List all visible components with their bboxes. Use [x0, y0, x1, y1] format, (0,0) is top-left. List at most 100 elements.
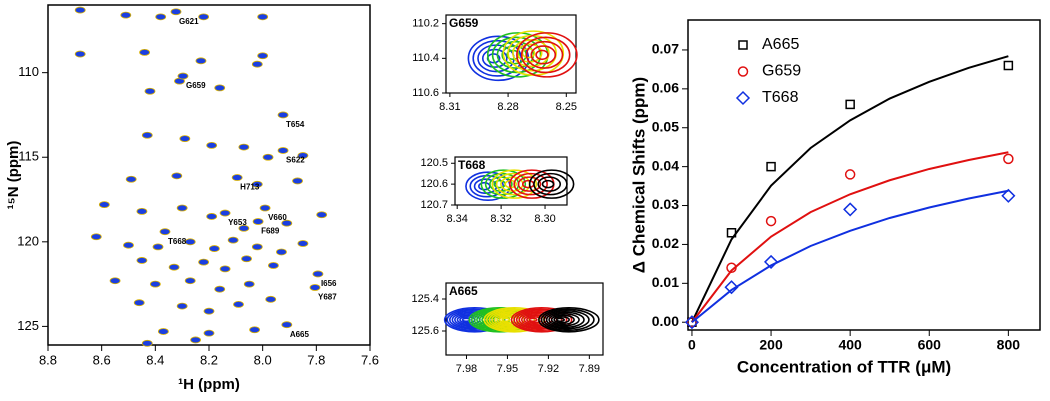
x-tick-label: 8.4: [146, 352, 164, 367]
contour-ring: [513, 172, 548, 196]
data-point: [1001, 188, 1016, 203]
peak-label: S622: [286, 156, 305, 165]
contour-ring: [528, 169, 575, 199]
data-point: [686, 316, 698, 328]
contour-ring: [543, 309, 590, 330]
data-point: [1003, 153, 1014, 165]
x-tick-label: 200: [759, 337, 783, 353]
contour-ring: [530, 45, 557, 65]
y-tick-label: 110.6: [412, 87, 439, 99]
y-tick-label: 125.4: [411, 293, 439, 305]
contour-ring: [520, 36, 571, 74]
contour-ring: [535, 49, 549, 61]
y-tick-label: 120.6: [420, 178, 448, 190]
inset-title: G659: [449, 16, 479, 30]
legend-marker: [737, 66, 749, 77]
legend-marker: [738, 40, 748, 50]
y-tick-label: 0.02: [652, 235, 679, 251]
labeled-peak: [277, 111, 289, 119]
x-tick-label: 0: [688, 337, 696, 353]
peak: [219, 265, 231, 273]
y-tick-label: 115: [18, 149, 39, 164]
peak: [98, 201, 110, 209]
contour-ring: [528, 317, 538, 323]
peak: [276, 248, 287, 256]
peak: [149, 280, 161, 288]
peak: [238, 224, 250, 232]
contour-ring: [491, 36, 542, 74]
peak-label: G659: [186, 81, 206, 90]
peak: [214, 84, 226, 92]
contour-ring: [516, 32, 578, 78]
peak: [292, 177, 303, 185]
peak: [109, 277, 121, 285]
peak: [90, 233, 102, 241]
contour-ring: [545, 311, 585, 329]
peak: [262, 153, 274, 161]
peak-label: G621: [179, 17, 199, 26]
peak: [179, 135, 191, 143]
plot-frame: [445, 14, 577, 94]
peak: [251, 243, 263, 251]
data-point: [726, 228, 737, 238]
contour-ring: [521, 179, 535, 189]
labeled-peak: [231, 174, 243, 181]
peak: [243, 280, 255, 288]
contour-ring: [467, 35, 530, 82]
y-tick-label: 0.05: [652, 118, 679, 134]
x-axis-title: Concentration of TTR (μM): [737, 357, 951, 376]
contour-ring: [486, 317, 496, 323]
data-point: [724, 280, 739, 295]
contour-ring: [481, 48, 508, 68]
y-axis-title: Δ Chemical Shifts (ppm): [629, 77, 648, 273]
data-point: [684, 315, 700, 330]
data-point: [765, 215, 777, 227]
y-tick-label: 0.01: [652, 274, 679, 290]
peak: [176, 204, 188, 212]
y-tick-label: 110.2: [412, 18, 439, 30]
peak: [297, 152, 309, 159]
contour-ring: [501, 317, 511, 323]
peak: [249, 326, 261, 334]
peak: [120, 11, 132, 19]
peak: [123, 241, 134, 249]
labeled-peak: [177, 72, 189, 80]
peak: [238, 143, 250, 151]
peak: [257, 13, 269, 21]
y-axis-title: ¹⁵N (ppm): [5, 141, 22, 210]
y-tick-label: 120: [17, 233, 39, 248]
peak: [168, 263, 180, 271]
peak: [157, 328, 169, 335]
contour-ring: [510, 306, 573, 333]
peak: [155, 13, 167, 21]
peak: [251, 60, 263, 68]
fit-line: [691, 151, 1009, 323]
y-tick-label: 120.7: [420, 199, 448, 211]
contour-ring: [480, 169, 527, 199]
y-tick-label: 0.07: [652, 41, 679, 57]
contour-ring: [525, 40, 564, 69]
contour-ring: [540, 308, 595, 332]
contour-ring: [512, 39, 550, 68]
x-tick-label: 8.30: [534, 213, 555, 225]
peak-label: Y687: [318, 293, 337, 302]
peak-label: T654: [286, 120, 305, 129]
contour-ring: [513, 308, 568, 332]
peak-label: F689: [261, 227, 280, 236]
peak: [206, 141, 218, 149]
y-tick-label: 0.03: [652, 196, 679, 212]
labeled-peak: [219, 209, 231, 217]
contour-ring: [553, 315, 570, 324]
plot-frame: [445, 282, 604, 356]
contour-ring: [555, 317, 566, 323]
x-tick-label: 7.92: [538, 363, 559, 375]
labeled-peak: [277, 147, 289, 154]
y-tick-label: 125: [17, 318, 39, 333]
labeled-peak: [309, 284, 321, 291]
x-tick-label: 8.32: [490, 213, 511, 225]
peak: [214, 285, 226, 293]
peak-label: I656: [321, 279, 337, 288]
x-tick-label: 7.6: [361, 352, 379, 367]
plot-frame: [687, 19, 1041, 331]
y-tick-label: 0.00: [652, 313, 679, 329]
